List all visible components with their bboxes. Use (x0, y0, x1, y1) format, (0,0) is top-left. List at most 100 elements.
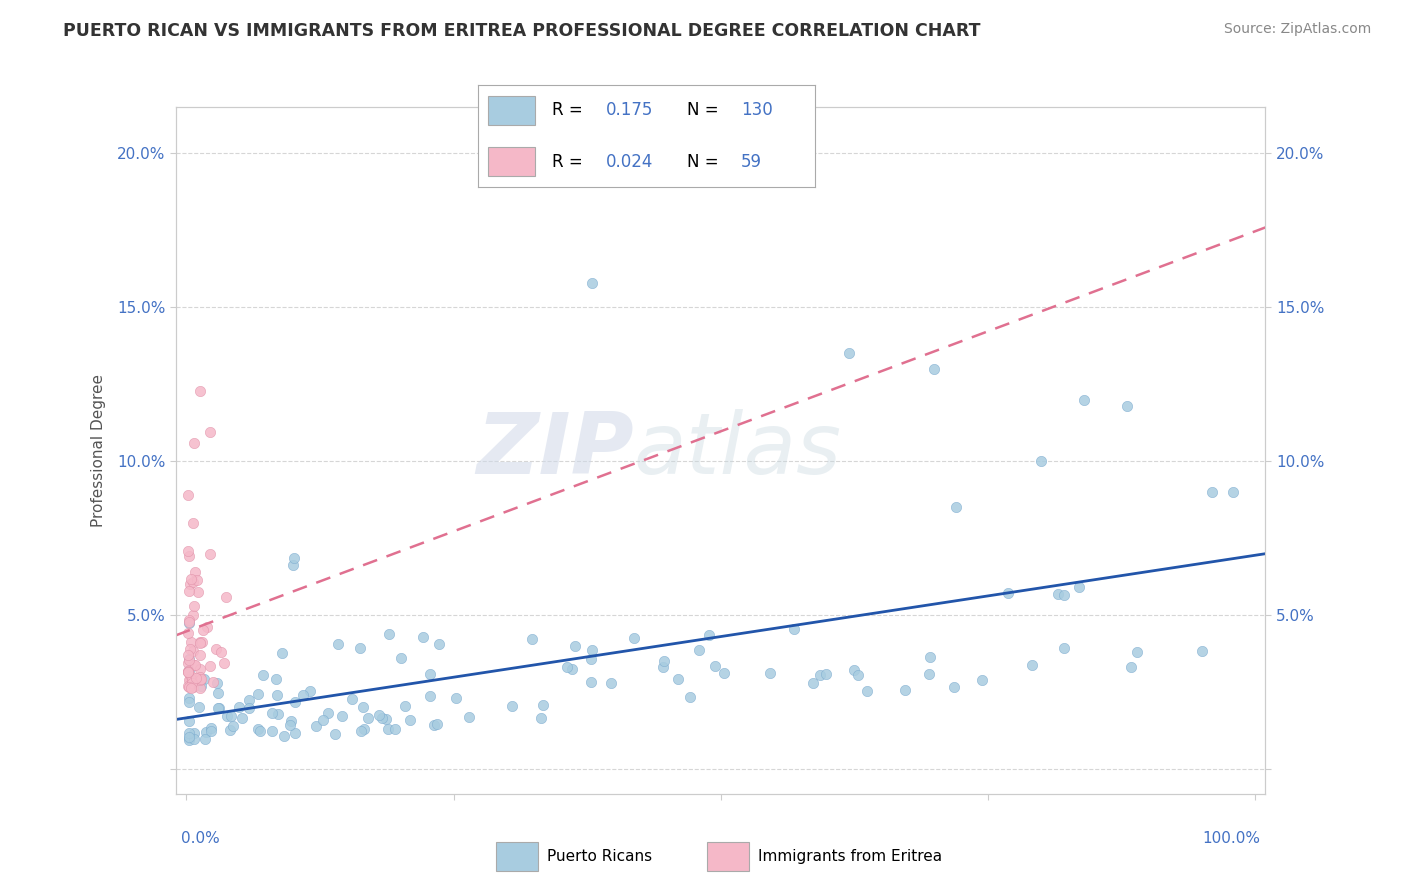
Point (186, 574, 208, 588)
Point (198, 659, 221, 673)
Point (177, 616, 200, 631)
Point (207, 676, 229, 690)
Point (1191, 643, 1213, 657)
Point (181, 574, 204, 589)
Point (374, 712, 396, 726)
Point (246, 687, 269, 701)
Point (184, 565, 207, 579)
Point (222, 719, 245, 733)
Point (266, 688, 288, 702)
Point (679, 690, 702, 704)
Point (180, 572, 202, 586)
Point (177, 626, 200, 640)
Point (177, 615, 200, 629)
Point (384, 722, 406, 736)
Point (1125, 645, 1147, 659)
Point (652, 654, 675, 668)
Point (188, 681, 211, 696)
Point (188, 636, 211, 650)
Point (176, 648, 198, 662)
Point (531, 698, 554, 712)
Point (176, 679, 198, 693)
Point (697, 628, 720, 642)
Point (271, 647, 294, 661)
Point (759, 666, 782, 681)
Point (581, 643, 603, 657)
Point (177, 731, 200, 745)
Point (564, 639, 586, 653)
Point (190, 673, 212, 687)
Point (177, 665, 200, 679)
Point (188, 648, 211, 663)
Point (208, 701, 231, 715)
Point (194, 731, 217, 746)
Y-axis label: Professional Degree: Professional Degree (91, 374, 105, 527)
Point (349, 640, 371, 655)
Point (181, 675, 204, 690)
Point (561, 662, 583, 676)
Point (179, 672, 201, 686)
Point (426, 717, 449, 731)
Text: ZIP: ZIP (475, 409, 633, 492)
Point (198, 425, 221, 439)
Point (520, 632, 543, 646)
Point (188, 673, 211, 687)
Point (176, 664, 198, 678)
Point (187, 585, 209, 599)
Text: Immigrants from Eritrea: Immigrants from Eritrea (758, 849, 942, 863)
Point (378, 627, 401, 641)
Point (284, 695, 307, 709)
Point (368, 707, 391, 722)
Point (945, 500, 967, 515)
Point (352, 700, 374, 714)
Point (228, 700, 250, 714)
FancyBboxPatch shape (488, 96, 536, 125)
Point (190, 635, 212, 649)
Point (581, 276, 603, 290)
Point (312, 713, 335, 727)
Point (530, 711, 553, 725)
Point (340, 691, 363, 706)
Point (1201, 485, 1223, 500)
Text: Source: ZipAtlas.com: Source: ZipAtlas.com (1223, 22, 1371, 37)
Point (325, 727, 347, 741)
Text: R =: R = (553, 153, 588, 170)
Text: 0.175: 0.175 (606, 102, 654, 120)
Point (970, 673, 993, 687)
Point (179, 641, 201, 656)
Point (215, 708, 238, 723)
Point (922, 361, 945, 376)
Point (177, 726, 200, 740)
Point (177, 584, 200, 599)
Point (855, 684, 877, 698)
Point (193, 672, 215, 686)
Point (238, 692, 260, 706)
Point (283, 725, 305, 739)
Point (394, 698, 416, 713)
Point (260, 706, 283, 721)
Point (815, 666, 838, 681)
Point (1222, 485, 1244, 500)
Point (181, 608, 204, 623)
Point (371, 711, 394, 725)
Point (246, 722, 269, 736)
Point (202, 674, 225, 689)
Point (181, 680, 204, 694)
Point (179, 577, 201, 591)
Point (184, 671, 207, 685)
Text: 0.0%: 0.0% (181, 830, 219, 846)
Point (177, 665, 200, 679)
Point (1021, 658, 1043, 673)
Point (180, 681, 202, 695)
Point (176, 544, 198, 558)
Point (808, 668, 831, 682)
Point (181, 644, 204, 658)
Text: 0.024: 0.024 (606, 153, 654, 170)
Point (918, 667, 941, 681)
Point (183, 436, 205, 450)
Point (280, 714, 302, 729)
Point (1053, 640, 1076, 655)
Point (332, 709, 354, 723)
Point (399, 713, 422, 727)
Point (188, 670, 211, 684)
